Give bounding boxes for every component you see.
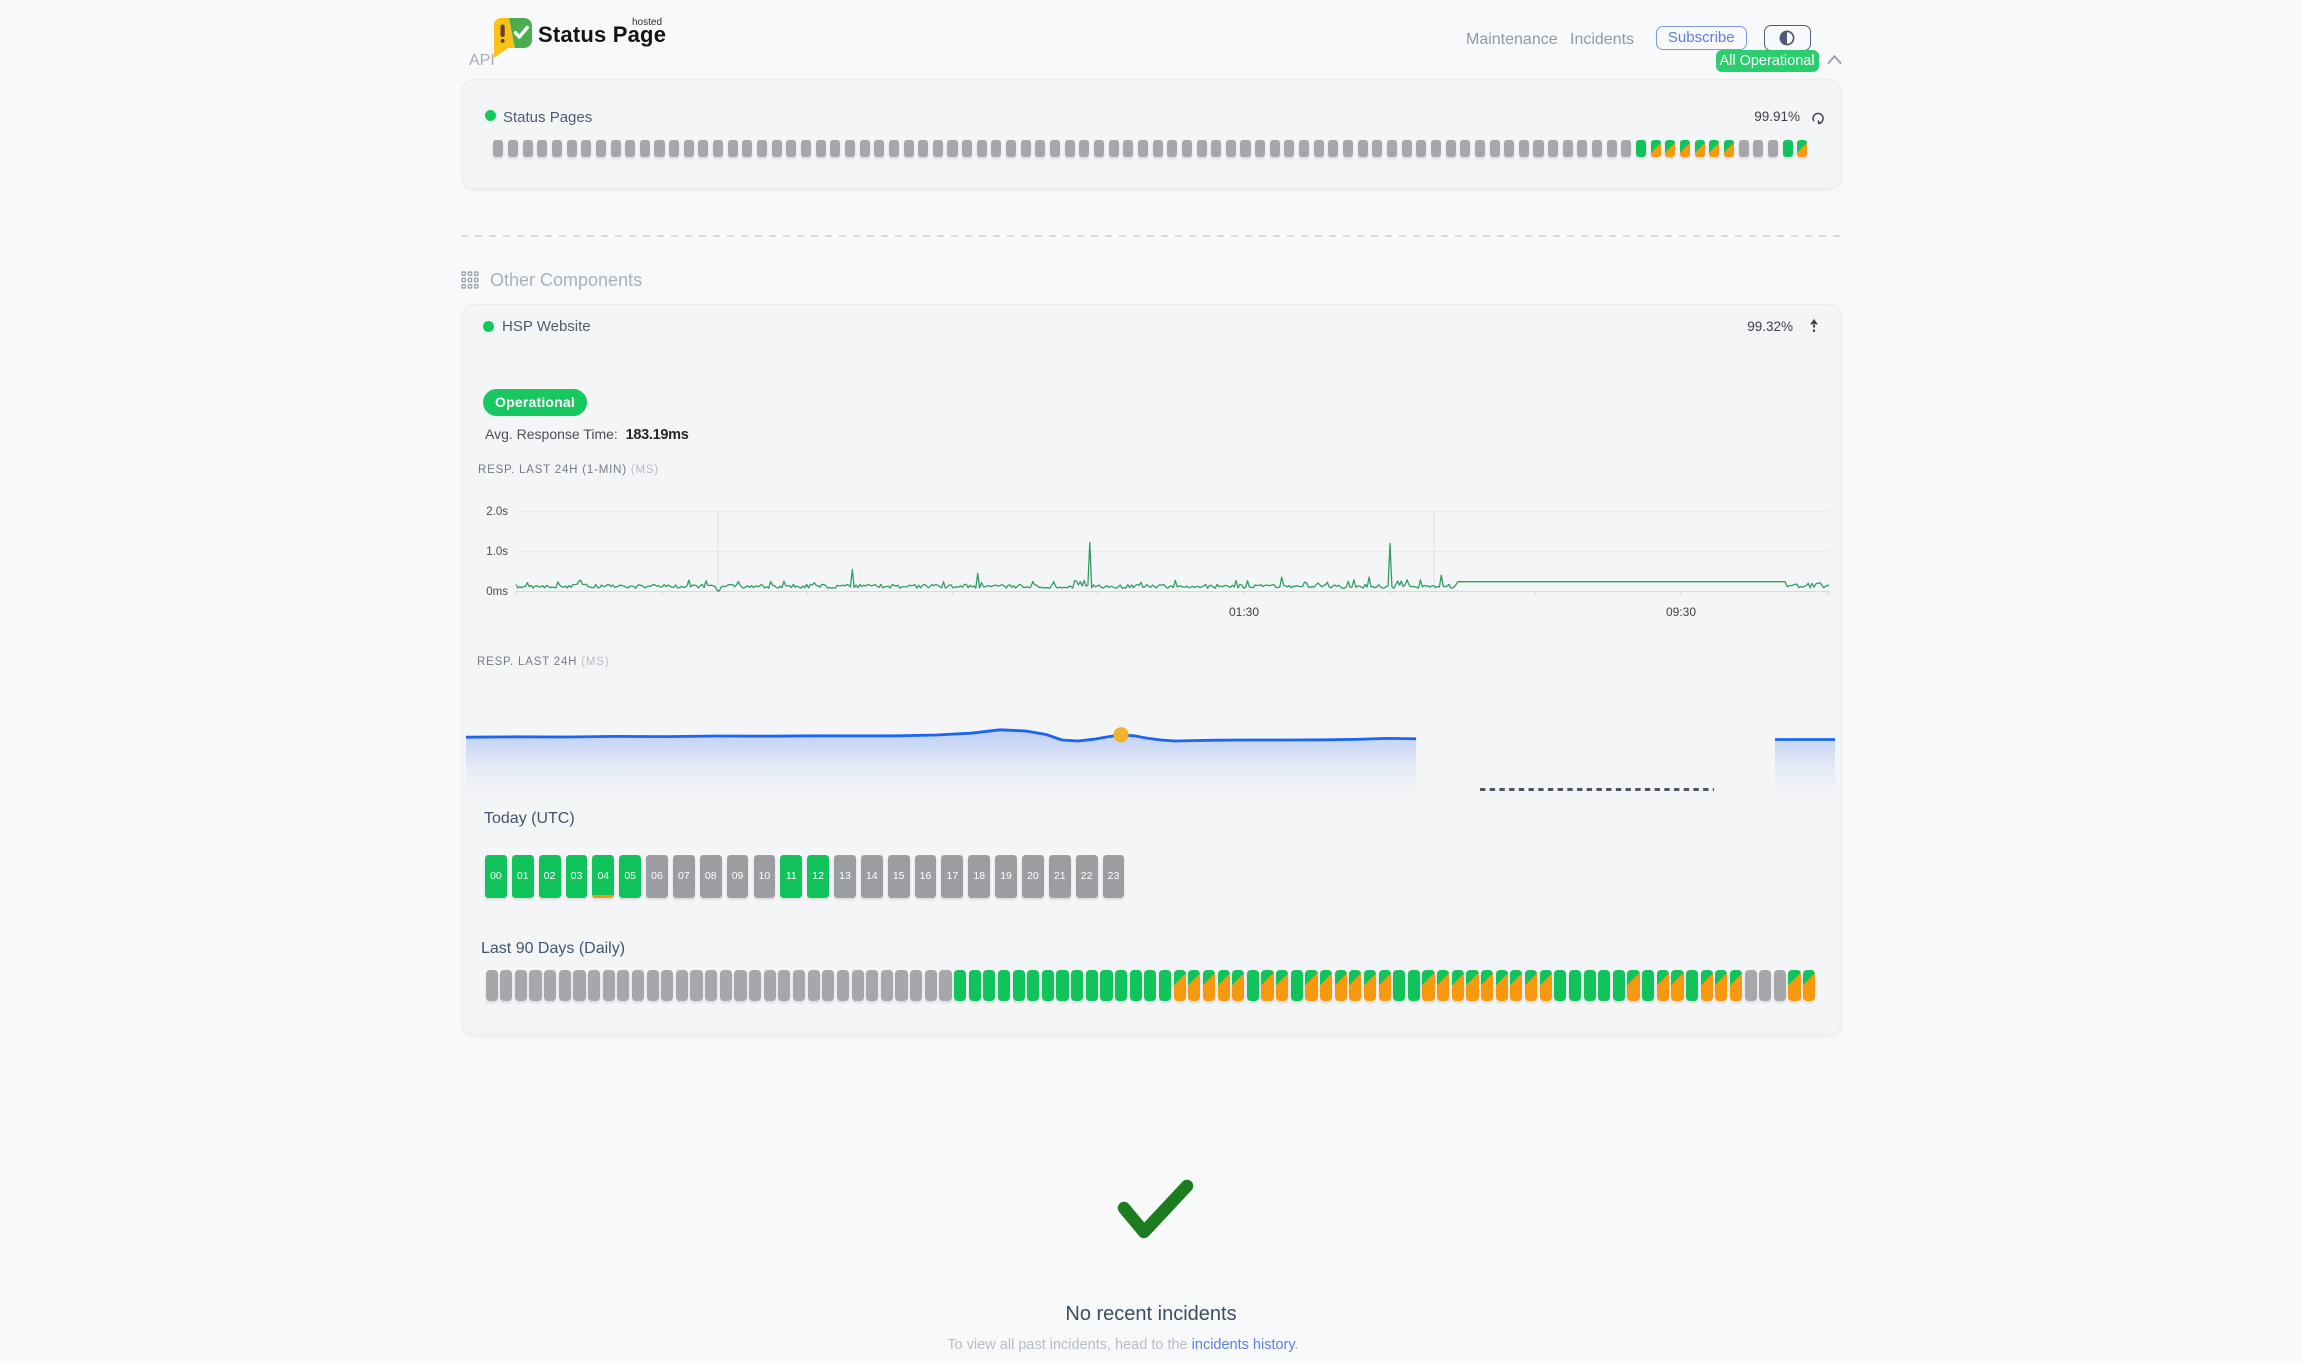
svg-text:2.0s: 2.0s <box>486 506 508 518</box>
svg-text:09:30: 09:30 <box>1666 605 1696 619</box>
svg-text:01:30: 01:30 <box>1229 605 1259 619</box>
svg-text:1.0s: 1.0s <box>486 546 508 558</box>
svg-text:0ms: 0ms <box>486 586 508 598</box>
